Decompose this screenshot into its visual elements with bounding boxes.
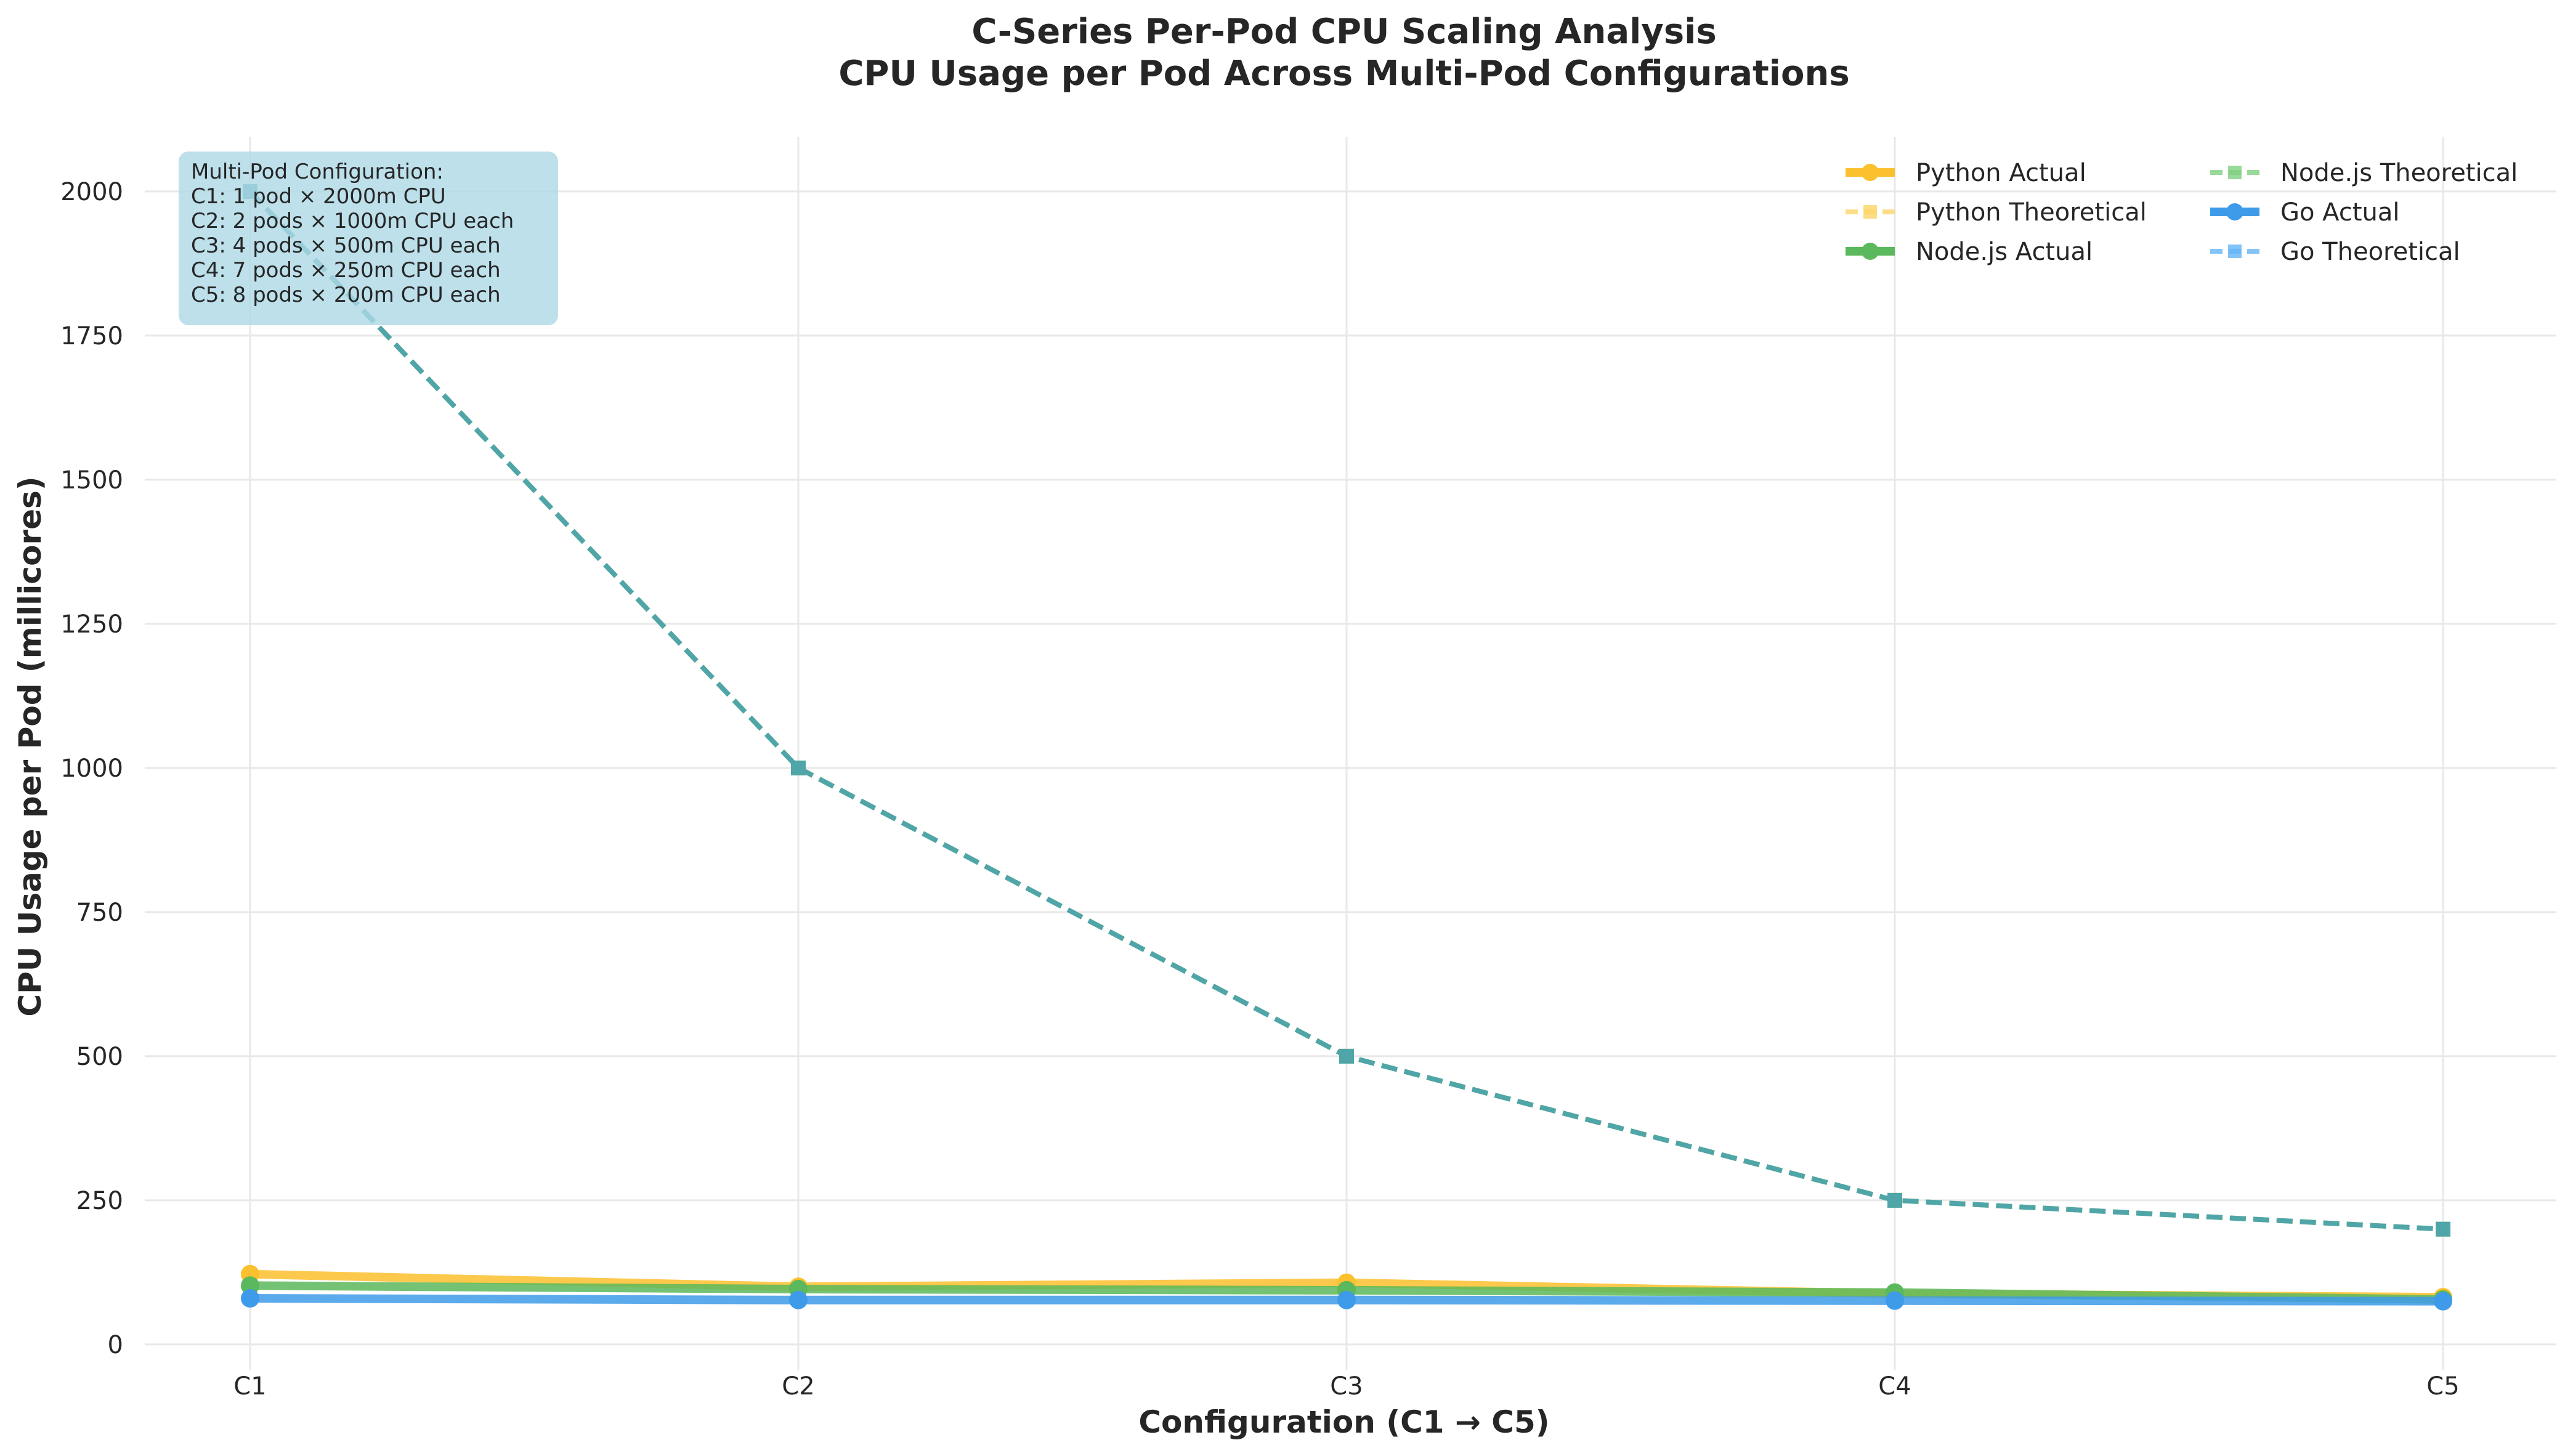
- annotation-line: C4: 7 pods × 250m CPU each: [191, 258, 501, 283]
- legend-label: Python Theoretical: [1916, 198, 2147, 227]
- legend-label: Go Theoretical: [2280, 238, 2460, 266]
- data-point: [2434, 1292, 2452, 1311]
- legend-item-node-js-actual: Node.js Actual: [1846, 238, 2093, 266]
- annotation-line: C2: 2 pods × 1000m CPU each: [191, 209, 514, 233]
- legend: Python Actual Python Theoretical Node.js A…: [1846, 159, 2518, 266]
- legend-marker: [1862, 164, 1879, 181]
- x-tick-label: C3: [1330, 1372, 1363, 1401]
- chart-subtitle: CPU Usage per Pod Across Multi-Pod Confi…: [838, 54, 1849, 94]
- chart-title: C-Series Per-Pod CPU Scaling Analysis: [971, 12, 1716, 52]
- legend-marker: [1862, 243, 1879, 260]
- y-tick-label: 1000: [60, 754, 123, 783]
- config-annotation-box: Multi-Pod Configuration:C1: 1 pod × 2000…: [179, 152, 558, 325]
- x-tick-label: C4: [1878, 1372, 1911, 1401]
- legend-marker: [2228, 245, 2242, 258]
- data-point: [791, 760, 806, 775]
- y-tick-label: 500: [76, 1043, 123, 1071]
- legend-label: Node.js Actual: [1916, 238, 2093, 266]
- annotation-line: C5: 8 pods × 200m CPU each: [191, 283, 501, 307]
- legend-item-node-js-theoretical: Node.js Theoretical: [2210, 159, 2518, 187]
- data-point: [789, 1290, 808, 1309]
- y-tick-label: 750: [76, 899, 123, 927]
- x-axis-label: Configuration (C1 → C5): [1138, 1404, 1549, 1440]
- y-axis-ticks: 0 250 500 750 1000 1250 1500 1750 2000: [60, 178, 123, 1359]
- legend-item-python-theoretical: Python Theoretical: [1846, 198, 2147, 227]
- annotation-line: Multi-Pod Configuration:: [191, 160, 444, 184]
- y-tick-label: 2000: [60, 178, 123, 206]
- x-tick-label: C2: [782, 1372, 814, 1401]
- y-tick-label: 250: [76, 1187, 123, 1215]
- legend-label: Node.js Theoretical: [2280, 159, 2518, 187]
- annotation-line: C3: 4 pods × 500m CPU each: [191, 233, 501, 258]
- annotation-background: [179, 152, 558, 325]
- y-axis-label: CPU Usage per Pod (millicores): [12, 476, 48, 1016]
- legend-label: Python Actual: [1916, 159, 2086, 187]
- x-tick-label: C5: [2426, 1372, 2459, 1401]
- legend-item-python-actual: Python Actual: [1846, 159, 2086, 187]
- y-tick-label: 0: [108, 1331, 123, 1359]
- x-tick-label: C1: [233, 1372, 266, 1401]
- series-group: [241, 184, 2452, 1311]
- y-tick-label: 1250: [60, 610, 123, 639]
- x-axis-ticks: C1 C2 C3 C4 C5: [233, 1372, 2459, 1401]
- data-point: [1339, 1048, 1354, 1064]
- legend-item-go-actual: Go Actual: [2210, 198, 2400, 227]
- data-point: [1886, 1291, 1904, 1310]
- legend-marker: [1863, 205, 1877, 219]
- data-point: [2436, 1221, 2450, 1237]
- y-tick-label: 1500: [60, 466, 123, 495]
- data-point: [1337, 1290, 1356, 1309]
- data-point: [241, 1289, 259, 1308]
- legend-item-go-theoretical: Go Theoretical: [2210, 238, 2460, 266]
- annotation-line: C1: 1 pod × 2000m CPU: [191, 184, 446, 209]
- legend-marker: [2228, 166, 2242, 179]
- legend-label: Go Actual: [2280, 198, 2400, 227]
- data-point: [241, 1276, 259, 1295]
- y-tick-label: 1750: [60, 322, 123, 350]
- legend-marker: [2226, 203, 2243, 220]
- data-point: [1887, 1192, 1902, 1208]
- series-go-actual: [241, 1289, 2452, 1311]
